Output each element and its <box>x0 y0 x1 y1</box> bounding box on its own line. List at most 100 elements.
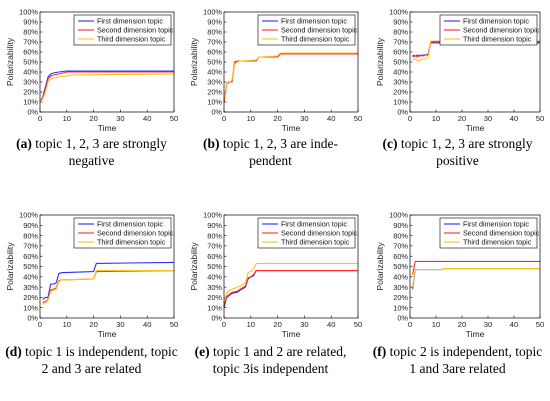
y-tick-label-f: 30% <box>393 283 408 292</box>
x-tick-label-b: 30 <box>300 114 308 123</box>
x-tick-label-c: 0 <box>408 114 412 123</box>
chart-c: 0%10%20%30%40%50%60%70%80%90%100% 0 10 20 30… <box>375 8 544 133</box>
axes-frame-c <box>409 11 541 113</box>
legend-label-third-d: Third dimension topic <box>97 238 166 247</box>
y-tick-label-c: 80% <box>393 28 408 37</box>
x-tick-label-b: 50 <box>354 114 362 123</box>
y-tick-label-c: 100% <box>389 8 408 17</box>
y-tick-label-e: 10% <box>207 303 222 312</box>
y-tick-label-b: 10% <box>207 98 222 107</box>
y-tick-label-a: 30% <box>23 78 38 87</box>
y-axis-label-b: Polarizability <box>189 37 199 86</box>
y-tick-label-e: 50% <box>207 262 222 271</box>
caption-d-letter: (d) <box>5 344 22 359</box>
x-tick-label-f: 0 <box>408 320 412 329</box>
axes-frame-d <box>39 214 175 319</box>
y-axis-label-c: Polarizability <box>375 37 385 86</box>
legend-label-third-a: Third dimension topic <box>97 35 166 44</box>
y-tick-label-b: 20% <box>207 88 222 97</box>
x-tick-label-e: 20 <box>273 320 281 329</box>
legend-label-first-a: First dimension topic <box>97 17 163 26</box>
series-third-line-e <box>223 262 358 303</box>
series-third-line-d <box>42 270 174 306</box>
y-tick-label-b: 100% <box>203 8 222 17</box>
y-tick-label-b: 80% <box>207 28 222 37</box>
y-tick-label-b: 40% <box>207 68 222 77</box>
caption-e-text: topic 1 and 2 are related, topic 3is ind… <box>209 344 347 376</box>
axes-frame-e <box>223 214 359 319</box>
x-tick-label-b: 40 <box>327 114 335 123</box>
legend-label-first-d: First dimension topic <box>97 220 163 229</box>
x-axis-label-e: Time <box>282 329 301 339</box>
y-tick-label-d: 60% <box>23 252 38 261</box>
y-tick-label-c: 20% <box>393 88 408 97</box>
x-tick-label-e: 30 <box>300 320 308 329</box>
x-tick-label-c: 50 <box>536 114 544 123</box>
series-third-line-b <box>223 52 358 101</box>
caption-d: (d) topic 1 is independent, topic 2 and … <box>4 343 179 377</box>
y-tick-label-e: 20% <box>207 293 222 302</box>
caption-b: (b) topic 1, 2, 3 are inde- pendent <box>183 135 358 169</box>
caption-f-letter: (f) <box>372 344 387 359</box>
x-tick-label-b: 10 <box>247 114 255 123</box>
x-tick-label-f: 10 <box>432 320 440 329</box>
y-tick-label-a: 40% <box>23 68 38 77</box>
y-tick-label-b: 50% <box>207 58 222 67</box>
y-tick-label-a: 10% <box>23 98 38 107</box>
legend-label-third-e: Third dimension topic <box>281 238 350 247</box>
chart-a: 0%10%20%30%40%50%60%70%80%90%100% 0 10 20 30… <box>5 8 178 133</box>
y-tick-label-c: 50% <box>393 58 408 67</box>
caption-b-letter: (b) <box>203 136 220 151</box>
x-tick-label-a: 30 <box>116 114 124 123</box>
series-second-line-f <box>412 260 540 275</box>
legend-label-second-d: Second dimension topic <box>97 229 174 238</box>
caption-e: (e) topic 1 and 2 are related, topic 3is… <box>183 343 358 377</box>
x-tick-label-d: 20 <box>89 320 97 329</box>
y-tick-label-e: 40% <box>207 273 222 282</box>
caption-c: (c) topic 1, 2, 3 are strongly positive <box>370 135 545 169</box>
y-tick-label-d: 20% <box>23 293 38 302</box>
x-axis-label-f: Time <box>466 329 485 339</box>
y-axis-label-f: Polarizability <box>375 242 385 291</box>
x-tick-label-f: 50 <box>536 320 544 329</box>
axes-frame-f <box>409 214 541 319</box>
caption-a: (a) topic 1, 2, 3 are strongly negative <box>4 135 179 169</box>
caption-d-text: topic 1 is independent, topic 2 and 3 ar… <box>21 344 178 376</box>
caption-c-letter: (c) <box>382 136 398 151</box>
x-tick-label-f: 30 <box>484 320 492 329</box>
x-axis-label-a: Time <box>98 123 117 133</box>
caption-f: (f) topic 2 is independent, topic 1 and … <box>370 343 545 377</box>
series-first-line-d <box>42 261 175 300</box>
y-tick-label-a: 50% <box>23 58 38 67</box>
y-tick-label-d: 50% <box>23 262 38 271</box>
y-tick-label-e: 0% <box>211 314 222 323</box>
y-tick-label-f: 90% <box>393 221 408 230</box>
legend-label-second-a: Second dimension topic <box>97 26 174 35</box>
y-tick-label-a: 100% <box>19 8 38 17</box>
chart-d: 0% 10%20%30%40% 50%60%70% 80%90%100% 0 10 20 30… <box>5 211 178 339</box>
legend-label-second-b: Second dimension topic <box>281 26 358 35</box>
y-axis-label-a: Polarizability <box>5 37 15 86</box>
caption-a-letter: (a) <box>16 136 32 151</box>
x-tick-label-d: 50 <box>170 320 178 329</box>
y-tick-label-a: 20% <box>23 88 38 97</box>
legend-label-third-c: Third dimension topic <box>463 35 532 44</box>
chart-b: 0%10%20%30%40%50%60%70%80%90%100% 0 10 20 30… <box>189 8 362 133</box>
y-tick-label-c: 70% <box>393 38 408 47</box>
x-tick-label-e: 10 <box>247 320 255 329</box>
y-tick-label-c: 30% <box>393 78 408 87</box>
y-tick-label-d: 100% <box>19 211 38 220</box>
y-tick-label-e: 30% <box>207 283 222 292</box>
y-tick-label-c: 60% <box>393 48 408 57</box>
caption-a-text: topic 1, 2, 3 are strongly negative <box>31 136 167 168</box>
x-tick-label-f: 40 <box>510 320 518 329</box>
legend-label-second-c: Second dimension topic <box>463 26 540 35</box>
y-tick-label-f: 10% <box>393 303 408 312</box>
y-tick-label-f: 70% <box>393 242 408 251</box>
x-tick-label-b: 0 <box>222 114 226 123</box>
y-axis-label-d: Polarizability <box>5 242 15 291</box>
x-tick-label-c: 40 <box>510 114 518 123</box>
legend-label-first-b: First dimension topic <box>281 17 347 26</box>
legend-label-third-f: Third dimension topic <box>463 238 532 247</box>
series-third-line-a <box>39 73 175 103</box>
